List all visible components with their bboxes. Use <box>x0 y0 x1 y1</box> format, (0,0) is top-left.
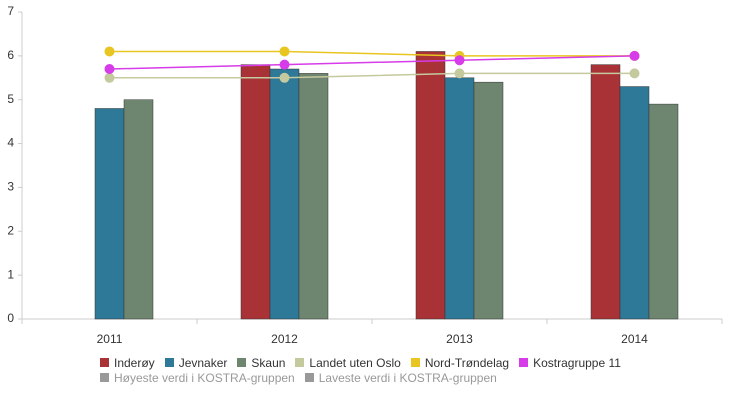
legend-label: Jevnaker <box>178 355 228 370</box>
bar <box>648 103 679 320</box>
legend-item[interactable]: Skaun <box>237 355 285 370</box>
point <box>454 68 465 79</box>
y-tick-label: 6 <box>7 48 14 62</box>
y-tick-label: 1 <box>7 267 14 281</box>
bar <box>619 86 650 320</box>
point <box>454 55 465 66</box>
y-tick-label: 0 <box>7 311 14 325</box>
legend-label: Skaun <box>251 355 286 370</box>
legend-item[interactable]: Laveste verdi i KOSTRA-gruppen <box>304 370 497 385</box>
legend-item[interactable]: Nord-Trøndelag <box>410 355 510 370</box>
legend: Inderøy Jevnaker Skaun Landet uten Oslo Nord… <box>100 355 640 385</box>
x-tick-label: 2011 <box>97 332 123 346</box>
line <box>109 72 635 79</box>
legend-item[interactable]: Landet uten Oslo <box>295 355 401 370</box>
line <box>109 50 635 57</box>
legend-swatch <box>100 373 109 382</box>
legend-label: Laveste verdi i KOSTRA-gruppen <box>318 370 497 385</box>
legend-item[interactable]: Høyeste verdi i KOSTRA-gruppen <box>100 370 295 385</box>
point <box>629 68 640 79</box>
legend-label: Nord-Trøndelag <box>424 355 510 370</box>
legend-swatch <box>237 358 247 367</box>
legend-item[interactable]: Jevnaker <box>164 355 228 370</box>
legend-label: Inderøy <box>114 355 155 370</box>
bar <box>415 51 446 320</box>
point <box>104 64 115 75</box>
point <box>104 72 115 83</box>
bar <box>473 81 504 320</box>
bar <box>123 99 154 320</box>
y-tick-label: 3 <box>7 180 14 194</box>
y-tick-label: 7 <box>7 4 14 18</box>
legend-swatch <box>164 358 174 367</box>
bar <box>269 68 300 320</box>
bar <box>240 64 271 320</box>
legend-swatch <box>519 358 529 367</box>
point <box>104 46 115 57</box>
bar <box>444 77 475 320</box>
bar <box>298 73 329 320</box>
legend-swatch <box>410 358 420 367</box>
bar <box>590 64 621 320</box>
legend-swatch <box>295 358 305 367</box>
legend-swatch <box>100 358 109 367</box>
legend-label: Kostragruppe 11 <box>533 355 621 370</box>
y-tick-label: 2 <box>7 223 14 237</box>
bar <box>94 108 125 320</box>
chart: 0 1 2 3 4 5 6 7 2011 2012 2013 2014 <box>7 4 723 346</box>
legend-label: Landet uten Oslo <box>309 355 401 370</box>
legend-swatch <box>304 373 314 382</box>
x-tick-label: 2012 <box>271 332 298 346</box>
legend-item[interactable]: Kostragruppe 11 <box>519 355 621 370</box>
x-tick-label: 2014 <box>621 332 648 346</box>
x-tick-label: 2013 <box>446 332 473 346</box>
point <box>279 59 290 70</box>
y-tick-label: 4 <box>7 136 14 150</box>
y-tick-label: 5 <box>7 92 14 106</box>
point <box>629 50 640 61</box>
legend-label: Høyeste verdi i KOSTRA-gruppen <box>114 370 295 385</box>
legend-item[interactable]: Inderøy <box>100 355 155 370</box>
line <box>109 55 635 70</box>
point <box>279 46 290 57</box>
point <box>279 72 290 83</box>
